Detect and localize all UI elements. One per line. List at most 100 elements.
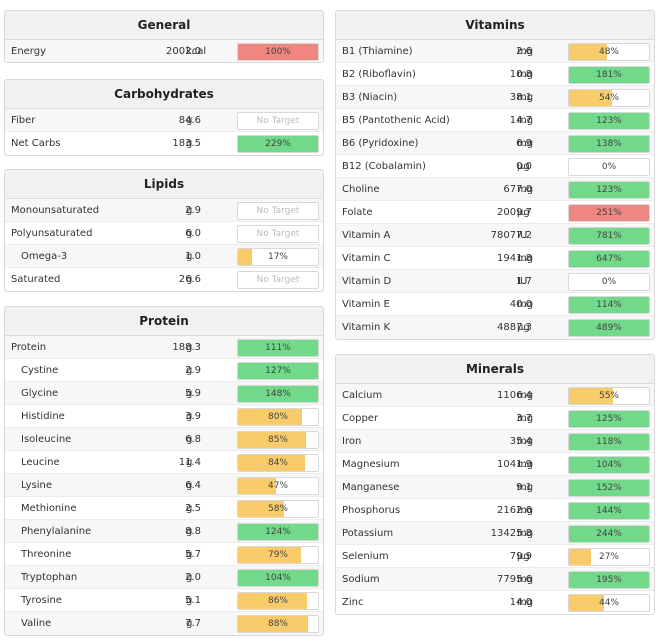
nutrient-row-b1-thiamine[interactable]: B1 (Thiamine) 2.6 mg 48% xyxy=(336,40,654,63)
target-percent: 27% xyxy=(598,552,619,562)
target-progress-bar: 80% xyxy=(237,408,319,426)
nutrient-row-vitamin-c[interactable]: Vitamin C 1941.8 mg 647% xyxy=(336,247,654,270)
target-percent: 100% xyxy=(265,47,291,57)
target-percent: 0% xyxy=(601,277,617,287)
nutrient-row-magnesium[interactable]: Magnesium 1041.9 mg 104% xyxy=(336,453,654,476)
nutrient-row-lysine[interactable]: Lysine 6.4 g 47% xyxy=(5,474,323,497)
nutrient-name: Manganese xyxy=(342,482,400,493)
target-percent: 58% xyxy=(267,504,288,514)
nutrient-row-vitamin-k[interactable]: Vitamin K 4887.3 µg 489% xyxy=(336,316,654,339)
nutrient-row-selenium[interactable]: Selenium 79.9 µg 27% xyxy=(336,545,654,568)
nutrient-unit: mg xyxy=(517,138,534,149)
nutrient-row-histidine[interactable]: Histidine 3.9 g 80% xyxy=(5,405,323,428)
nutrient-name: Energy xyxy=(11,46,47,57)
target-percent: 127% xyxy=(265,366,291,376)
nutrient-row-b2-riboflavin[interactable]: B2 (Riboflavin) 10.8 mg 181% xyxy=(336,63,654,86)
nutrient-unit: mg xyxy=(517,115,534,126)
nutrient-name: Vitamin E xyxy=(342,299,390,310)
nutrient-row-glycine[interactable]: Glycine 5.9 g 148% xyxy=(5,382,323,405)
nutrient-amount: 5.9 xyxy=(185,388,201,399)
nutrient-row-sodium[interactable]: Sodium 7795.6 mg 195% xyxy=(336,568,654,591)
nutrient-row-cystine[interactable]: Cystine 2.9 g 127% xyxy=(5,359,323,382)
nutrient-unit: g xyxy=(186,526,193,537)
nutrient-row-polyunsaturated[interactable]: Polyunsaturated 6.0 g No Target xyxy=(5,222,323,245)
target-percent: 244% xyxy=(596,529,622,539)
nutrient-amount: 2009.7 xyxy=(497,207,532,218)
target-percent: 138% xyxy=(596,139,622,149)
target-percent: 104% xyxy=(596,460,622,470)
nutrient-row-leucine[interactable]: Leucine 11.4 g 84% xyxy=(5,451,323,474)
nutrient-row-omega-3[interactable]: Omega-3 1.0 g 17% xyxy=(5,245,323,268)
target-progress-bar: 0% xyxy=(568,158,650,176)
target-progress-fill xyxy=(238,432,306,448)
nutrient-row-protein[interactable]: Protein 188.3 g 111% xyxy=(5,336,323,359)
nutrient-name: Monounsaturated xyxy=(11,205,100,216)
target-progress-bar: 44% xyxy=(568,594,650,612)
nutrient-row-fiber[interactable]: Fiber 84.6 g No Target xyxy=(5,109,323,132)
nutrient-row-b5-pantothenic-acid[interactable]: B5 (Pantothenic Acid) 14.7 mg 123% xyxy=(336,109,654,132)
nutrient-row-tyrosine[interactable]: Tyrosine 5.1 g 86% xyxy=(5,589,323,612)
nutrient-row-vitamin-e[interactable]: Vitamin E 40.0 mg 114% xyxy=(336,293,654,316)
nutrient-row-threonine[interactable]: Threonine 5.7 g 79% xyxy=(5,543,323,566)
nutrient-row-folate[interactable]: Folate 2009.7 µg 251% xyxy=(336,201,654,224)
nutrient-row-b3-niacin[interactable]: B3 (Niacin) 38.1 mg 54% xyxy=(336,86,654,109)
nutrient-unit: mg xyxy=(517,184,534,195)
nutrient-row-b6-pyridoxine[interactable]: B6 (Pyridoxine) 6.9 mg 138% xyxy=(336,132,654,155)
target-progress-bar: 138% xyxy=(568,135,650,153)
nutrient-row-methionine[interactable]: Methionine 2.5 g 58% xyxy=(5,497,323,520)
target-progress-bar: 104% xyxy=(237,569,319,587)
nutrient-row-copper[interactable]: Copper 3.7 mg 125% xyxy=(336,407,654,430)
target-progress-bar: 244% xyxy=(568,525,650,543)
general-header: General xyxy=(5,11,323,40)
protein-rows: Protein 188.3 g 111% Cystine 2.9 g 127% Glycine 5… xyxy=(5,336,323,635)
target-percent: 17% xyxy=(267,252,288,262)
nutrient-unit: g xyxy=(186,388,193,399)
nutrient-name: Phenylalanine xyxy=(21,526,92,537)
target-progress-bar: 84% xyxy=(237,454,319,472)
nutrient-unit: g xyxy=(186,595,193,606)
target-progress-bar: 100% xyxy=(237,43,319,61)
general-panel: General Energy 2002.0 kcal 100% xyxy=(4,10,324,63)
nutrient-row-b12-cobalamin[interactable]: B12 (Cobalamin) 0.0 µg 0% xyxy=(336,155,654,178)
nutrient-row-phosphorus[interactable]: Phosphorus 2162.6 mg 144% xyxy=(336,499,654,522)
nutrient-row-iron[interactable]: Iron 35.4 mg 118% xyxy=(336,430,654,453)
nutrient-unit: g xyxy=(186,365,193,376)
nutrient-row-vitamin-a[interactable]: Vitamin A 78077.2 IU 781% xyxy=(336,224,654,247)
nutrient-unit: mg xyxy=(517,253,534,264)
nutrient-amount: 1.7 xyxy=(516,276,532,287)
nutrient-row-isoleucine[interactable]: Isoleucine 6.8 g 85% xyxy=(5,428,323,451)
nutrient-row-potassium[interactable]: Potassium 13425.8 mg 244% xyxy=(336,522,654,545)
nutrient-amount: 10.8 xyxy=(509,69,532,80)
target-progress-fill xyxy=(238,340,318,356)
nutrient-unit: mg xyxy=(517,390,534,401)
nutrient-amount: 78077.2 xyxy=(490,230,532,241)
nutrient-row-saturated[interactable]: Saturated 26.6 g No Target xyxy=(5,268,323,291)
nutrient-amount: 14.0 xyxy=(509,597,532,608)
target-progress-bar: 127% xyxy=(237,362,319,380)
nutrient-row-tryptophan[interactable]: Tryptophan 2.0 g 104% xyxy=(5,566,323,589)
nutrient-unit: mg xyxy=(517,574,534,585)
nutrient-row-choline[interactable]: Choline 677.0 mg 123% xyxy=(336,178,654,201)
target-progress-bar: 647% xyxy=(568,250,650,268)
nutrient-row-zinc[interactable]: Zinc 14.0 mg 44% xyxy=(336,591,654,614)
nutrient-name: Potassium xyxy=(342,528,394,539)
nutrient-unit: kcal xyxy=(186,46,207,57)
target-progress-bar: 85% xyxy=(237,431,319,449)
nutrient-row-net-carbs[interactable]: Net Carbs 183.5 g 229% xyxy=(5,132,323,155)
nutrient-name: Methionine xyxy=(21,503,77,514)
nutrient-row-monounsaturated[interactable]: Monounsaturated 2.9 g No Target xyxy=(5,199,323,222)
nutrient-row-energy[interactable]: Energy 2002.0 kcal 100% xyxy=(5,40,323,62)
nutrient-name: Tryptophan xyxy=(21,572,78,583)
nutrient-row-phenylalanine[interactable]: Phenylalanine 8.8 g 124% xyxy=(5,520,323,543)
nutrient-row-calcium[interactable]: Calcium 1106.4 mg 55% xyxy=(336,384,654,407)
target-progress-bar: 27% xyxy=(568,548,650,566)
nutrient-row-vitamin-d[interactable]: Vitamin D 1.7 IU 0% xyxy=(336,270,654,293)
nutrient-row-valine[interactable]: Valine 7.7 g 88% xyxy=(5,612,323,635)
nutrient-unit: mg xyxy=(517,597,534,608)
nutrient-amount: 4887.3 xyxy=(497,322,532,333)
nutrient-amount: 2.9 xyxy=(185,205,201,216)
target-percent: 47% xyxy=(267,481,288,491)
nutrient-amount: 9.1 xyxy=(516,482,532,493)
nutrient-row-manganese[interactable]: Manganese 9.1 mg 152% xyxy=(336,476,654,499)
target-percent: 123% xyxy=(596,116,622,126)
